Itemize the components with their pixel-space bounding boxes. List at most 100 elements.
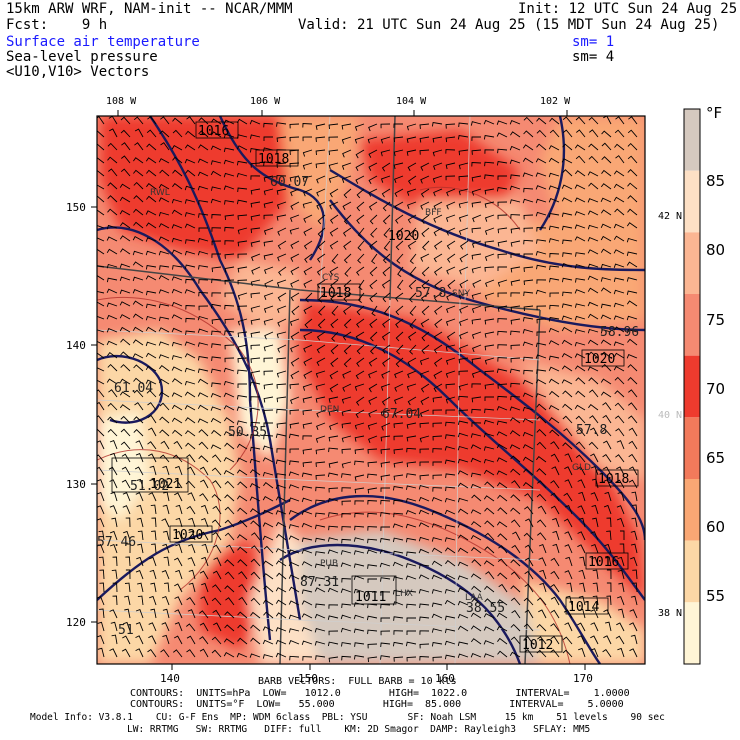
wind-barb	[106, 328, 118, 333]
field-label-temperature: Surface air temperature	[6, 34, 200, 50]
wind-barb	[353, 588, 365, 594]
wind-barb	[407, 175, 417, 185]
wind-barb	[431, 510, 443, 516]
wind-barb	[111, 634, 118, 645]
wind-barb	[497, 201, 508, 207]
wind-barb	[471, 494, 482, 502]
wind-barb	[406, 461, 417, 468]
wind-barb	[172, 169, 183, 177]
wind-barb	[395, 227, 404, 238]
wind-barb	[615, 635, 625, 645]
wind-barb	[97, 301, 105, 307]
wind-barb	[562, 129, 573, 138]
wind-barb	[262, 445, 274, 451]
wind-barb	[393, 656, 404, 662]
wind-barb	[471, 266, 482, 274]
wind-barb	[418, 589, 430, 594]
wind-barb	[315, 370, 326, 378]
wind-barb	[497, 214, 508, 220]
wind-barb	[511, 480, 521, 489]
wind-barb	[590, 648, 599, 658]
temperature-fill	[97, 116, 645, 664]
wind-barb	[380, 603, 391, 609]
wind-barb	[613, 352, 625, 359]
wind-barb	[548, 327, 560, 333]
wind-barb	[510, 318, 521, 325]
wind-barb	[132, 300, 144, 307]
wind-barb	[304, 292, 313, 303]
wind-barb	[316, 279, 326, 289]
wind-barb	[158, 183, 170, 190]
wind-barb	[419, 123, 430, 129]
wind-barb	[564, 453, 573, 463]
wind-barb	[632, 582, 638, 593]
wind-barb	[147, 441, 157, 450]
wind-barb	[159, 130, 170, 138]
wind-barb	[97, 379, 105, 385]
wind-barb	[617, 608, 625, 619]
wind-barb	[342, 201, 352, 211]
wind-barb	[510, 227, 521, 234]
wind-barb	[524, 544, 534, 554]
wind-barb	[367, 448, 378, 454]
wind-barb	[132, 289, 144, 294]
wind-barb	[484, 520, 495, 528]
temp-label-67-04: 67.04	[382, 407, 421, 422]
wind-barb	[368, 383, 378, 393]
wind-barb	[158, 391, 170, 398]
wind-barb	[275, 484, 287, 490]
wind-barb	[444, 524, 456, 530]
wind-barb	[367, 136, 378, 144]
wind-barb	[630, 556, 638, 567]
wind-barb	[151, 530, 157, 541]
wind-barb	[629, 622, 638, 632]
wind-barb	[315, 448, 326, 455]
wind-barb	[135, 453, 144, 463]
wind-barb	[614, 143, 625, 151]
wind-barb	[329, 370, 339, 380]
wind-barb	[602, 440, 612, 450]
wind-barb	[600, 183, 612, 190]
wind-barb	[174, 609, 183, 619]
wind-barb	[355, 370, 365, 380]
wind-barb	[522, 341, 534, 347]
init-time: Init: 12 UTC Sun 24 Aug 25	[518, 1, 738, 17]
wind-barb	[315, 486, 326, 492]
wind-barb	[380, 461, 391, 468]
wind-barb	[119, 289, 131, 295]
wind-barb	[148, 635, 157, 645]
wind-barb	[577, 544, 586, 554]
wind-barb	[496, 132, 508, 138]
wind-barb	[137, 543, 144, 554]
map-frame	[96, 115, 646, 665]
grid-x-tick-160: 160	[435, 672, 455, 685]
place-den: DEN	[320, 405, 339, 415]
wind-barb	[614, 208, 625, 216]
wind-barb	[135, 622, 144, 632]
wind-barb	[198, 429, 209, 437]
wind-barb	[211, 382, 222, 387]
wind-barb	[288, 471, 300, 476]
wind-barb	[613, 223, 625, 229]
wind-barb	[575, 390, 586, 398]
wind-barb	[603, 609, 612, 619]
wind-barb	[601, 351, 612, 359]
wind-barb	[341, 526, 352, 531]
wind-barb	[134, 402, 144, 411]
wind-barb	[548, 145, 560, 151]
wind-barb	[471, 318, 482, 325]
wind-barb	[277, 227, 287, 236]
wind-barb	[433, 370, 443, 380]
wind-barb	[354, 448, 365, 455]
wind-barb	[197, 355, 209, 361]
wind-barb	[484, 214, 495, 222]
wind-barb	[109, 505, 118, 515]
wind-barb	[497, 507, 508, 515]
wind-barb	[289, 227, 300, 235]
wind-barb	[471, 136, 482, 141]
wind-barb	[343, 253, 352, 264]
wind-barb	[238, 596, 248, 606]
wind-barb	[160, 649, 170, 658]
wind-barb	[551, 466, 560, 476]
wind-barb	[315, 499, 326, 505]
